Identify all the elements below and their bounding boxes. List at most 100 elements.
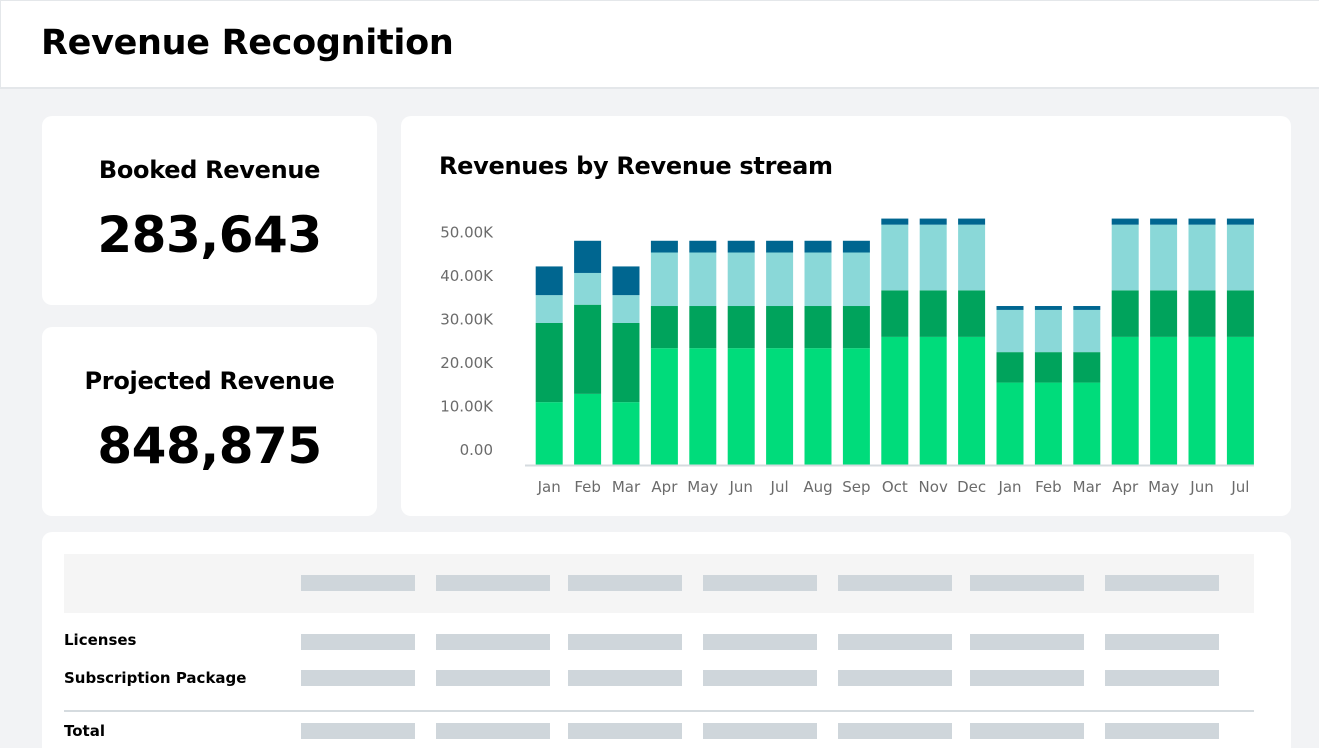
y-tick-label: 50.00K	[440, 224, 494, 242]
bar-segment-1[interactable]	[842, 348, 870, 465]
bar-segment-1[interactable]	[727, 348, 755, 465]
bar-segment-4[interactable]	[804, 240, 832, 253]
x-tick-label: Jan	[537, 478, 561, 496]
bar-segment-4[interactable]	[535, 266, 563, 296]
bar-segment-2[interactable]	[1188, 290, 1216, 337]
bar-segment-4[interactable]	[1111, 218, 1139, 225]
bar-segment-4[interactable]	[650, 240, 678, 253]
bar-segment-1[interactable]	[919, 336, 947, 465]
bar-segment-2[interactable]	[958, 290, 986, 337]
bar-segment-4[interactable]	[958, 218, 986, 225]
bar-segment-3[interactable]	[804, 252, 832, 307]
bar-segment-1[interactable]	[1073, 382, 1101, 465]
skeleton-cell	[568, 670, 682, 686]
bar-segment-4[interactable]	[1034, 306, 1062, 310]
bar-segment-3[interactable]	[612, 295, 640, 323]
bar-segment-3[interactable]	[650, 252, 678, 307]
booked-revenue-label: Booked Revenue	[98, 156, 321, 184]
bar-segment-2[interactable]	[1226, 290, 1254, 337]
x-tick-label: Apr	[651, 478, 678, 496]
revenue-table-card: Licenses Subscription Package Total	[42, 532, 1291, 748]
bar-segment-4[interactable]	[1188, 218, 1216, 225]
y-tick-label: 40.00K	[440, 267, 494, 285]
bar-segment-4[interactable]	[1226, 218, 1254, 225]
bar-segment-1[interactable]	[881, 336, 909, 465]
skeleton-cell	[838, 670, 952, 686]
bar-segment-4[interactable]	[574, 240, 602, 273]
bar-segment-3[interactable]	[1226, 224, 1254, 291]
bar-segment-2[interactable]	[650, 306, 678, 349]
bar-segment-3[interactable]	[1034, 309, 1062, 353]
bar-segment-1[interactable]	[1034, 382, 1062, 465]
skeleton-cell	[1105, 723, 1219, 739]
bar-segment-3[interactable]	[727, 252, 755, 307]
bar-segment-2[interactable]	[612, 322, 640, 403]
bar-segment-2[interactable]	[1111, 290, 1139, 337]
bar-segment-1[interactable]	[804, 348, 832, 465]
projected-revenue-card[interactable]: Projected Revenue 848,875	[42, 327, 377, 516]
bar-segment-3[interactable]	[842, 252, 870, 307]
bar-segment-2[interactable]	[804, 306, 832, 349]
bar-segment-4[interactable]	[842, 240, 870, 253]
skeleton-cell	[970, 634, 1084, 650]
bar-segment-4[interactable]	[881, 218, 909, 225]
bar-segment-3[interactable]	[535, 295, 563, 323]
x-tick-label: Jun	[1189, 478, 1213, 496]
bar-segment-2[interactable]	[842, 306, 870, 349]
revenue-stream-chart-card[interactable]: 0.00 10.00K 20.00K 30.00K 40.00K 50.00K Jan Feb…	[401, 116, 1291, 516]
bar-segment-1[interactable]	[1111, 336, 1139, 465]
skeleton-cell	[838, 634, 952, 650]
bar-segment-2[interactable]	[766, 306, 794, 349]
x-tick-label: Aug	[803, 478, 832, 496]
x-tick-label: Dec	[957, 478, 986, 496]
bar-segment-2[interactable]	[1150, 290, 1178, 337]
bar-segment-4[interactable]	[727, 240, 755, 253]
bar-segment-4[interactable]	[766, 240, 794, 253]
skeleton-cell	[703, 670, 817, 686]
bar-segment-2[interactable]	[996, 352, 1024, 383]
bar-segment-3[interactable]	[996, 309, 1024, 353]
bar-segment-1[interactable]	[1226, 336, 1254, 465]
bar-segment-4[interactable]	[1073, 306, 1101, 310]
skeleton-cell	[1105, 670, 1219, 686]
bar-segment-3[interactable]	[689, 252, 717, 307]
bar-segment-2[interactable]	[881, 290, 909, 337]
bar-segment-1[interactable]	[958, 336, 986, 465]
bar-segment-3[interactable]	[1073, 309, 1101, 353]
bar-segment-2[interactable]	[535, 322, 563, 403]
bar-segment-1[interactable]	[689, 348, 717, 465]
bar-segment-3[interactable]	[958, 224, 986, 291]
bar-segment-1[interactable]	[574, 393, 602, 465]
y-tick-label: 30.00K	[440, 311, 494, 329]
bar-segment-2[interactable]	[689, 306, 717, 349]
bar-segment-4[interactable]	[612, 266, 640, 296]
bar-segment-2[interactable]	[1034, 352, 1062, 383]
bar-segment-3[interactable]	[1111, 224, 1139, 291]
bar-segment-2[interactable]	[574, 304, 602, 394]
bar-segment-4[interactable]	[996, 306, 1024, 310]
bar-segment-3[interactable]	[919, 224, 947, 291]
bar-segment-4[interactable]	[1150, 218, 1178, 225]
bar-segment-3[interactable]	[1188, 224, 1216, 291]
bar-segment-3[interactable]	[766, 252, 794, 307]
bar-segment-1[interactable]	[535, 402, 563, 465]
bar-segment-1[interactable]	[1188, 336, 1216, 465]
bar-segment-1[interactable]	[650, 348, 678, 465]
bar-segment-4[interactable]	[689, 240, 717, 253]
bar-segment-2[interactable]	[1073, 352, 1101, 383]
bar-segment-4[interactable]	[919, 218, 947, 225]
bar-segment-2[interactable]	[919, 290, 947, 337]
x-tick-label: Jun	[728, 478, 752, 496]
bar-segment-1[interactable]	[766, 348, 794, 465]
bar-segment-1[interactable]	[612, 402, 640, 465]
bar-segment-1[interactable]	[996, 382, 1024, 465]
stacked-bar-chart[interactable]: 0.00 10.00K 20.00K 30.00K 40.00K 50.00K Jan Feb…	[401, 116, 1291, 516]
booked-revenue-card[interactable]: Booked Revenue 283,643	[42, 116, 377, 305]
skeleton-cell	[703, 634, 817, 650]
y-tick-label: 0.00	[460, 441, 493, 459]
bar-segment-3[interactable]	[574, 272, 602, 305]
bar-segment-2[interactable]	[727, 306, 755, 349]
bar-segment-1[interactable]	[1150, 336, 1178, 465]
bar-segment-3[interactable]	[881, 224, 909, 291]
bar-segment-3[interactable]	[1150, 224, 1178, 291]
